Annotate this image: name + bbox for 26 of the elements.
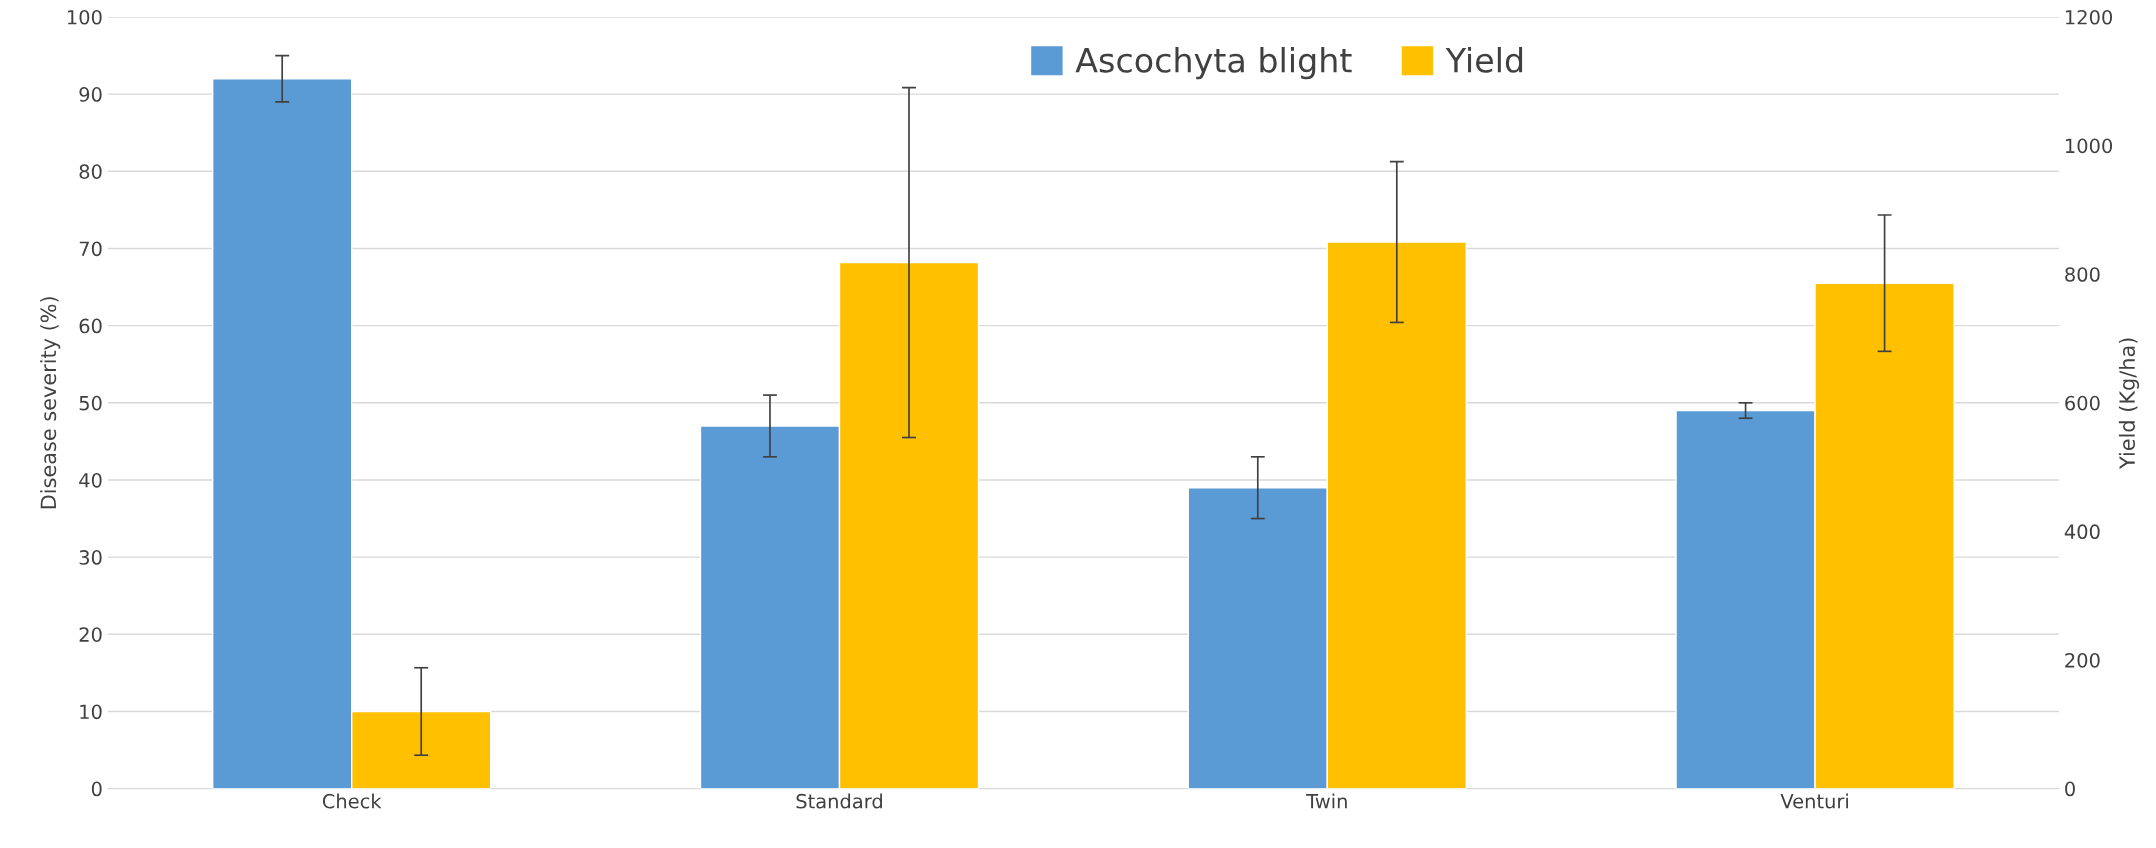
y-tick-label: 30	[79, 550, 102, 565]
y-tick-label: 100	[67, 9, 102, 25]
y2-tick-label: 1000	[2065, 138, 2113, 154]
y-tick-label: 90	[79, 87, 102, 102]
x-tick-label: Twin	[1306, 793, 1347, 809]
y-tick-label: 60	[79, 318, 102, 334]
y2-tick-label: 600	[2065, 395, 2100, 411]
y2-tick-label: 0	[2065, 781, 2075, 797]
y2-tick-label: 800	[2065, 267, 2100, 282]
y-tick-label: 50	[79, 395, 102, 411]
legend-label: Yield	[1445, 46, 1523, 73]
y2-tick-label: 400	[2064, 524, 2100, 540]
y-tick-label: 20	[79, 627, 102, 642]
x-tick-label: Check	[322, 793, 382, 809]
y-tick-label: 80	[79, 164, 102, 179]
y2-tick-label: 1200	[2065, 9, 2113, 25]
legend-label: Ascochyta blight	[1075, 46, 1352, 80]
y-tick-label: 0	[91, 781, 102, 797]
y2-tick-label: 200	[2065, 652, 2100, 668]
x-tick-label: Standard	[796, 793, 882, 809]
x-tick-label: Venturi	[1780, 793, 1848, 809]
y2-axis-title: Yield (Kg/ha)	[2118, 338, 2140, 470]
y-tick-label: 40	[79, 472, 102, 488]
y-tick-label: 70	[79, 241, 102, 257]
y-tick-label: 10	[80, 704, 102, 720]
y-axis-title: Disease severity (%)	[40, 297, 61, 509]
